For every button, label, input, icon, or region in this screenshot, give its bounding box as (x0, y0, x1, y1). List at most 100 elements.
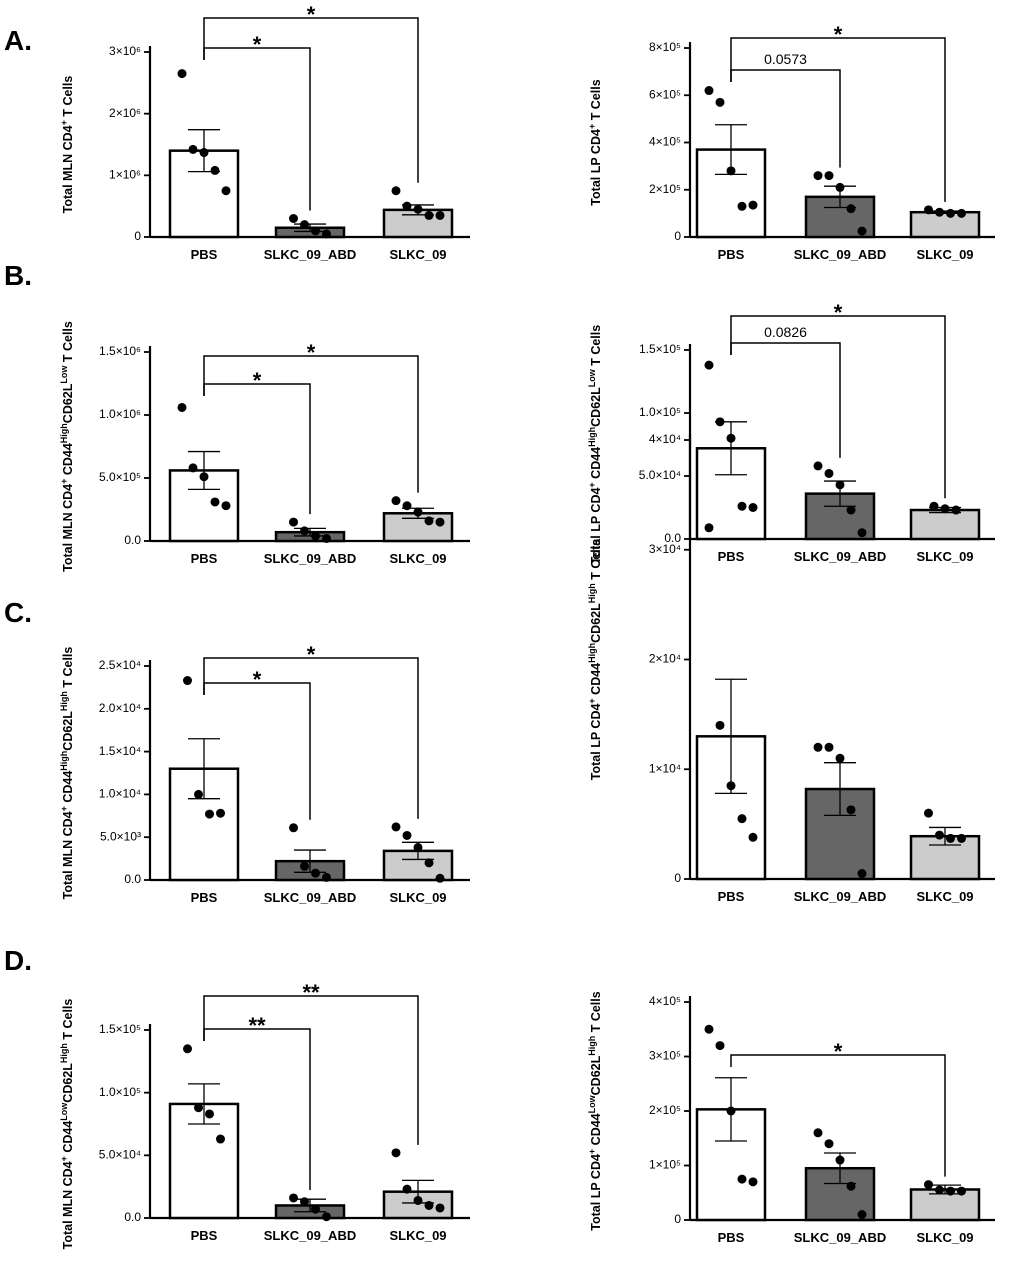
data-point (946, 208, 955, 218)
data-point (435, 873, 445, 883)
data-point (824, 1139, 834, 1149)
y-axis-label-part: Total MLN CD4 (61, 1161, 75, 1249)
y-tick-label: 1.0×10⁵ (99, 1085, 141, 1099)
y-axis-label-part: + (587, 124, 597, 129)
data-point (824, 468, 834, 478)
data-point (726, 166, 736, 176)
data-point (402, 830, 412, 840)
data-point (813, 171, 823, 181)
significance-label: 0.0573 (764, 51, 807, 67)
data-point (715, 1041, 725, 1051)
data-point (748, 832, 758, 842)
data-point (177, 402, 187, 412)
data-point (210, 165, 220, 175)
x-tick-label: SLKC_09_ABD (264, 247, 356, 262)
x-tick-label: SLKC_09_ABD (794, 247, 886, 262)
data-point (824, 742, 834, 752)
x-tick-label: SLKC_09_ABD (264, 890, 356, 905)
data-point (435, 517, 445, 527)
data-point (835, 753, 845, 763)
significance-bracket (203, 657, 419, 819)
y-axis-label-part: T Cells (589, 79, 603, 124)
x-tick-label: SLKC_09 (389, 247, 446, 262)
y-tick-label: 0 (674, 871, 681, 885)
data-point (957, 1186, 966, 1196)
data-point (835, 182, 845, 192)
data-point (424, 210, 434, 220)
data-point (835, 1155, 845, 1165)
y-tick-label: 1×10⁶ (109, 168, 141, 182)
y-tick-label: 0.0 (124, 1210, 141, 1224)
x-tick-label: PBS (718, 1230, 745, 1245)
y-tick-label: 3×10⁴ (649, 542, 681, 556)
y-tick-label: 8×10⁵ (649, 40, 681, 54)
significance-bracket (730, 315, 946, 499)
y-tick-label: 0.0 (124, 872, 141, 886)
data-point (704, 86, 714, 96)
y-tick-label: 4×10⁵ (649, 135, 681, 149)
data-point (924, 205, 933, 215)
data-point (289, 517, 298, 527)
data-point (813, 461, 823, 471)
data-point (424, 516, 434, 526)
x-tick-label: PBS (718, 549, 745, 564)
y-axis-label: Total MLN CD4+ T Cells (59, 76, 75, 214)
y-tick-label: 2.0×10⁴ (99, 701, 141, 715)
data-point (737, 1174, 747, 1184)
data-point (726, 1106, 736, 1116)
significance-bracket (730, 342, 841, 458)
x-tick-label: PBS (191, 1228, 218, 1243)
y-axis-label: Total LP CD4+ CD44LowCD62LHigh T Cells (587, 991, 603, 1230)
y-tick-label: 3×10⁵ (649, 1049, 681, 1063)
data-point (737, 501, 747, 511)
data-point (857, 226, 867, 236)
x-tick-label: SLKC_09 (389, 551, 446, 566)
y-axis-label-part: CD62L (61, 383, 75, 423)
data-point (715, 720, 725, 730)
significance-label: * (307, 642, 316, 667)
data-point (205, 809, 214, 819)
data-point (737, 201, 747, 211)
y-tick-label: 1.0×10⁴ (99, 787, 141, 801)
data-point (748, 200, 758, 210)
y-axis-label-part: T Cells (589, 991, 603, 1036)
y-axis-label-part: T Cells (61, 647, 75, 692)
significance-label: 0.0826 (764, 324, 807, 340)
y-tick-label: 1.5×10⁵ (99, 1022, 141, 1036)
y-axis-label-part: T Cells (61, 76, 75, 121)
data-point (205, 1109, 214, 1119)
data-point (194, 789, 203, 799)
bar (909, 210, 981, 239)
panel-label: D. (4, 945, 32, 976)
y-tick-label: 2×10⁴ (649, 652, 681, 666)
x-tick-label: SLKC_09 (916, 549, 973, 564)
data-point (846, 1181, 856, 1191)
significance-bracket (730, 37, 946, 202)
data-point (188, 144, 198, 154)
y-axis-label-part: + (59, 806, 69, 811)
y-axis-label-part: Total LP CD4 (589, 704, 603, 781)
data-point (221, 186, 231, 196)
y-axis-label-part: CD62L (589, 603, 603, 643)
y-axis-label-part: Low (59, 1102, 69, 1121)
data-point (857, 1210, 867, 1220)
y-axis-label-part: + (587, 482, 597, 487)
data-point (857, 869, 867, 879)
y-tick-label: 1×10⁴ (649, 761, 681, 775)
data-point (737, 814, 747, 824)
y-tick-label: 5.0×10⁵ (99, 470, 141, 484)
data-point (216, 808, 225, 818)
y-axis-label-part: + (587, 698, 597, 703)
data-point (924, 808, 933, 818)
y-axis-label: Total LP CD4+ CD44HighCD62LHigh T Cells (587, 539, 603, 780)
data-point (424, 1200, 434, 1210)
y-axis-label-part: CD62L (61, 711, 75, 751)
panel-label: C. (4, 597, 32, 628)
y-axis-label-part: CD62L (589, 387, 603, 427)
significance-bracket (730, 1054, 946, 1177)
data-point (929, 501, 939, 511)
data-point (946, 1186, 955, 1196)
data-point (289, 214, 298, 223)
y-tick-label: 1.5×10⁴ (99, 744, 141, 758)
y-axis-label-part: Low (587, 1094, 597, 1113)
